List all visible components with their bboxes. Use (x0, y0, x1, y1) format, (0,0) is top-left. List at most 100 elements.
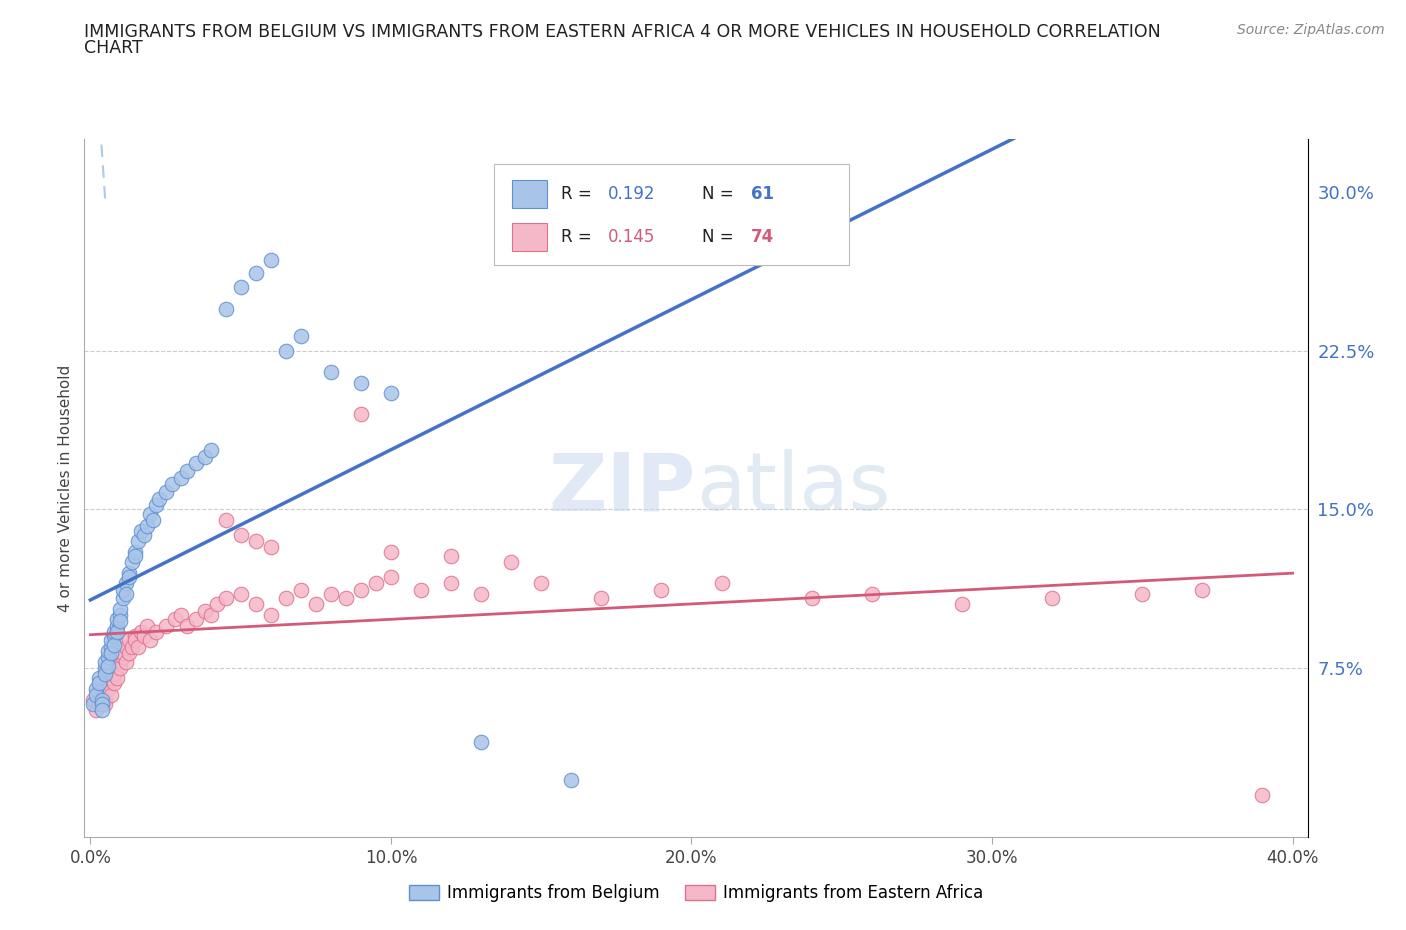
Point (115, 654, 138, 669)
Point (103, 625, 125, 640)
Point (591, 591, 613, 605)
Point (260, 540, 283, 555)
Point (86, 703, 108, 718)
Point (100, 645, 122, 660)
Point (1040, 591, 1063, 605)
Point (155, 485, 177, 500)
Point (501, 555, 523, 570)
Point (91, 682, 114, 697)
Point (100, 688, 122, 703)
Point (290, 582, 312, 597)
Point (380, 544, 402, 559)
Point (145, 625, 167, 640)
Text: R =: R = (561, 185, 598, 204)
Point (440, 576, 463, 591)
Point (380, 386, 402, 401)
Point (229, 527, 252, 542)
Point (245, 265, 267, 280)
Point (350, 582, 373, 597)
Point (319, 365, 342, 379)
Point (229, 280, 252, 295)
Point (115, 639, 138, 654)
Point (124, 549, 146, 564)
Point (107, 618, 129, 633)
Point (110, 607, 132, 622)
Text: N =: N = (702, 185, 740, 204)
Point (335, 591, 357, 605)
FancyBboxPatch shape (513, 180, 547, 208)
Point (127, 534, 149, 549)
Point (131, 625, 153, 640)
Legend: Immigrants from Belgium, Immigrants from Eastern Africa: Immigrants from Belgium, Immigrants from… (402, 878, 990, 909)
Point (94, 692, 117, 707)
Point (100, 633, 122, 648)
Point (82, 692, 104, 707)
Point (214, 301, 236, 316)
Point (245, 597, 267, 612)
Point (134, 527, 156, 542)
Text: IMMIGRANTS FROM BELGIUM VS IMMIGRANTS FROM EASTERN AFRICA 4 OR MORE VEHICLES IN : IMMIGRANTS FROM BELGIUM VS IMMIGRANTS FR… (84, 23, 1161, 41)
Point (184, 456, 207, 471)
Point (200, 443, 222, 458)
Point (194, 449, 217, 464)
Point (97, 650, 120, 665)
Point (194, 604, 217, 618)
Point (86, 688, 108, 703)
Point (121, 639, 143, 654)
Point (107, 671, 129, 686)
Text: N =: N = (702, 228, 740, 246)
Point (710, 576, 733, 591)
Point (118, 569, 141, 584)
Point (127, 639, 149, 654)
Point (103, 675, 125, 690)
Point (350, 406, 373, 421)
Point (115, 576, 138, 591)
Point (169, 471, 191, 485)
Point (260, 607, 283, 622)
Point (274, 591, 297, 605)
Point (91, 703, 114, 718)
Point (142, 512, 165, 527)
Point (110, 660, 132, 675)
Point (94, 667, 117, 682)
Point (100, 671, 122, 686)
Point (214, 591, 236, 605)
Point (89, 688, 111, 703)
Point (176, 464, 198, 479)
Point (205, 597, 228, 612)
Point (440, 549, 463, 564)
Point (118, 645, 141, 660)
Point (470, 587, 492, 602)
Point (110, 602, 132, 617)
Point (184, 612, 207, 627)
Point (1191, 582, 1213, 597)
Point (107, 660, 129, 675)
Point (115, 587, 138, 602)
Point (229, 587, 252, 602)
Point (139, 506, 162, 521)
Point (800, 591, 823, 605)
Point (260, 253, 283, 268)
Text: 0.145: 0.145 (607, 228, 655, 246)
Point (118, 633, 141, 648)
Point (409, 582, 432, 597)
Point (94, 697, 117, 711)
Point (650, 582, 672, 597)
Point (176, 618, 198, 633)
Point (110, 614, 132, 629)
Point (121, 555, 143, 570)
Point (89, 697, 111, 711)
Point (91, 697, 114, 711)
Point (107, 612, 129, 627)
Point (145, 498, 167, 512)
Text: ZIP: ZIP (548, 449, 696, 527)
Point (136, 519, 159, 534)
Point (110, 654, 132, 669)
Point (860, 587, 883, 602)
Point (89, 675, 111, 690)
Point (274, 343, 297, 358)
Point (112, 582, 135, 597)
Point (103, 637, 125, 652)
Point (94, 660, 117, 675)
Point (200, 607, 222, 622)
